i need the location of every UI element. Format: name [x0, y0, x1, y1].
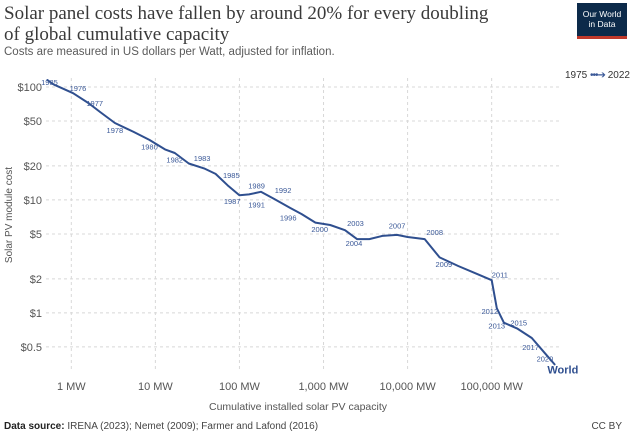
year-label: 2009 [436, 260, 453, 269]
timeline-arrow-icon: •••➔ [590, 70, 606, 81]
chart-subtitle: Costs are measured in US dollars per Wat… [4, 46, 335, 58]
x-tick-label: 100,000 MW [460, 381, 523, 393]
y-axis-label: Solar PV module cost [4, 167, 15, 263]
year-label: 2017 [522, 343, 539, 352]
year-label: 1991 [248, 200, 265, 209]
year-label: 1989 [248, 182, 265, 191]
year-label: 1976 [70, 84, 87, 93]
license-link[interactable]: CC BY [591, 421, 622, 432]
year-label: 2008 [426, 228, 443, 237]
x-tick-label: 10,000 MW [379, 381, 436, 393]
x-tick-label: 1,000 MW [298, 381, 349, 393]
year-label: 1978 [107, 126, 124, 135]
year-label: 2012 [481, 307, 498, 316]
year-annotations: 1985 1976 1977 1978 1980 1982 1983 1985 1987 1989… [41, 78, 553, 364]
y-tick-label: $0.5 [21, 342, 42, 354]
y-tick-label: $50 [24, 116, 42, 128]
y-tick-label: $1 [30, 308, 42, 320]
y-tick-label: $100 [18, 82, 42, 94]
year-label: 2003 [347, 219, 364, 228]
year-label: 2011 [492, 271, 508, 280]
timeline-end: 2022 [607, 70, 630, 81]
year-label: 2015 [510, 319, 527, 328]
data-source: Data source: IRENA (2023); Nemet (2009);… [4, 421, 318, 432]
x-tick-label: 100 MW [219, 381, 261, 393]
series-line-world [46, 79, 556, 366]
year-label: 1992 [275, 186, 292, 195]
year-label: 1980 [141, 142, 158, 151]
timeline-control[interactable]: 1975 •••➔ 2022 [565, 70, 630, 81]
series-label-world: World [547, 365, 578, 377]
x-tick-label: 1 MW [57, 381, 86, 393]
logo-line-1: Our World [582, 9, 622, 19]
year-label: 1982 [166, 155, 183, 164]
logo-line-2: in Data [588, 19, 616, 29]
y-tick-label: $10 [24, 195, 42, 207]
data-source-label: Data source: [4, 421, 65, 432]
year-label: 1985 [223, 171, 240, 180]
year-label: 2007 [389, 221, 406, 230]
y-tick-labels: $100 $50 $20 $10 $5 $2 $1 $0.5 [18, 82, 42, 354]
grid-lines [46, 78, 560, 372]
x-tick-label: 10 MW [138, 381, 173, 393]
timeline-start: 1975 [565, 70, 588, 81]
data-source-text: IRENA (2023); Nemet (2009); Farmer and L… [67, 421, 319, 432]
logo-accent-bar [577, 36, 627, 39]
y-tick-label: $5 [30, 229, 42, 241]
y-tick-label: $20 [24, 161, 42, 173]
owid-logo[interactable]: Our World in Data [577, 3, 627, 39]
year-label: 1985 [41, 78, 58, 87]
y-tick-label: $2 [30, 274, 42, 286]
year-label: 2013 [488, 321, 505, 330]
year-label: 2000 [311, 225, 328, 234]
year-label: 1983 [194, 154, 211, 163]
x-axis-label: Cumulative installed solar PV capacity [209, 401, 388, 413]
year-label: 1977 [86, 99, 103, 108]
year-label: 1996 [280, 213, 297, 222]
x-tick-labels: 1 MW 10 MW 100 MW 1,000 MW 10,000 MW 100,000 … [57, 381, 524, 393]
year-label: 2020 [537, 355, 554, 364]
year-label: 2004 [346, 239, 363, 248]
year-label: 1987 [224, 197, 241, 206]
chart-title: Solar panel costs have fallen by around … [4, 3, 489, 45]
